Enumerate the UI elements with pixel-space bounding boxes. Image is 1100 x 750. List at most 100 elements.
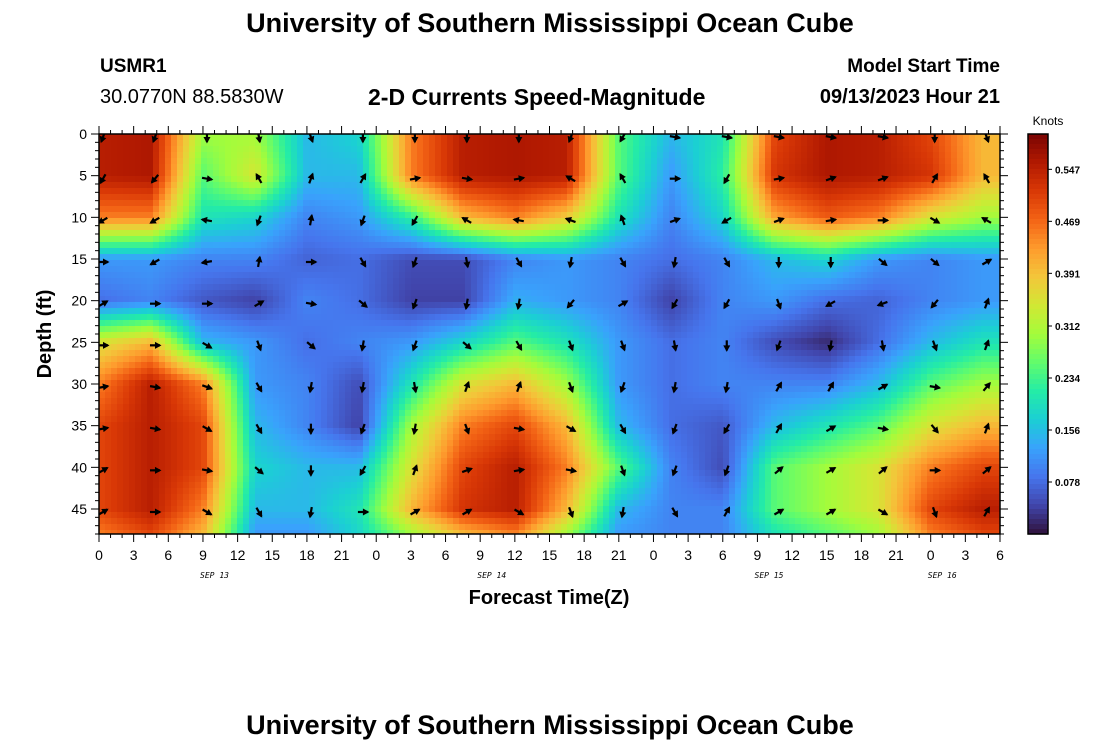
heatmap-cell xyxy=(549,236,556,243)
heatmap-cell xyxy=(843,284,850,291)
heatmap-cell xyxy=(783,212,790,219)
heatmap-cell xyxy=(939,194,946,201)
heatmap-cell xyxy=(729,296,736,303)
heatmap-cell xyxy=(963,278,970,285)
heatmap-cell xyxy=(225,314,232,321)
heatmap-cell xyxy=(177,242,184,249)
heatmap-cell xyxy=(453,272,460,279)
heatmap-cell xyxy=(807,176,814,183)
heatmap-cell xyxy=(939,272,946,279)
heatmap-cell xyxy=(843,200,850,207)
heatmap-cell xyxy=(693,272,700,279)
heatmap-cell xyxy=(777,212,784,219)
heatmap-cell xyxy=(543,248,550,255)
heatmap-cell xyxy=(477,134,484,141)
heatmap-cell xyxy=(435,272,442,279)
heatmap-cell xyxy=(315,320,322,327)
heatmap-cell xyxy=(201,152,208,159)
heatmap-cell xyxy=(915,218,922,225)
heatmap-cell xyxy=(597,134,604,141)
heatmap-cell xyxy=(189,284,196,291)
heatmap-cell xyxy=(465,272,472,279)
heatmap-cell xyxy=(783,230,790,237)
heatmap-cell xyxy=(963,188,970,195)
heatmap-cell xyxy=(939,326,946,333)
heatmap-cell xyxy=(825,152,832,159)
heatmap-cell xyxy=(663,284,670,291)
heatmap-cell xyxy=(585,230,592,237)
heatmap-cell xyxy=(453,182,460,189)
heatmap-cell xyxy=(669,182,676,189)
heatmap-cell xyxy=(435,212,442,219)
heatmap-cell xyxy=(393,314,400,321)
heatmap-cell xyxy=(711,212,718,219)
heatmap-cell xyxy=(435,254,442,261)
heatmap-cell xyxy=(855,170,862,177)
heatmap-cell xyxy=(249,158,256,165)
heatmap-cell xyxy=(225,266,232,273)
heatmap-cell xyxy=(291,320,298,327)
heatmap-cell xyxy=(777,194,784,201)
heatmap-cell xyxy=(201,182,208,189)
heatmap-cell xyxy=(537,236,544,243)
heatmap-cell xyxy=(543,134,550,141)
heatmap-cell xyxy=(501,176,508,183)
heatmap-cell xyxy=(987,146,994,153)
heatmap-cell xyxy=(945,296,952,303)
heatmap-cell xyxy=(765,284,772,291)
heatmap-cell xyxy=(567,290,574,297)
heatmap-cell xyxy=(99,170,106,177)
heatmap-cell xyxy=(675,212,682,219)
heatmap-cell xyxy=(189,158,196,165)
heatmap-cell xyxy=(591,224,598,231)
heatmap-cell xyxy=(405,146,412,153)
heatmap-cell xyxy=(633,236,640,243)
heatmap-cell xyxy=(489,278,496,285)
heatmap-cell xyxy=(213,194,220,201)
heatmap-cell xyxy=(975,326,982,333)
heatmap-cell xyxy=(357,224,364,231)
heatmap-cell xyxy=(981,164,988,171)
heatmap-cell xyxy=(747,308,754,315)
heatmap-cell xyxy=(513,314,520,321)
heatmap-cell xyxy=(411,326,418,333)
heatmap-cell xyxy=(213,308,220,315)
heatmap-cell xyxy=(705,302,712,309)
heatmap-cell xyxy=(621,320,628,327)
heatmap-cell xyxy=(699,254,706,261)
heatmap-cell xyxy=(411,224,418,231)
heatmap-cell xyxy=(951,284,958,291)
heatmap-cell xyxy=(945,236,952,243)
heatmap-cell xyxy=(231,146,238,153)
heatmap-cell xyxy=(519,302,526,309)
heatmap-cell xyxy=(441,248,448,255)
heatmap-cell xyxy=(525,248,532,255)
heatmap-cell xyxy=(477,326,484,333)
heatmap-cell xyxy=(921,176,928,183)
heatmap-cell xyxy=(837,326,844,333)
heatmap-cell xyxy=(507,248,514,255)
heatmap-cell xyxy=(645,152,652,159)
heatmap-cell xyxy=(525,176,532,183)
heatmap-cell xyxy=(339,248,346,255)
heatmap-cell xyxy=(333,272,340,279)
heatmap-cell xyxy=(885,326,892,333)
heatmap-cell xyxy=(285,176,292,183)
heatmap-cell xyxy=(387,254,394,261)
heatmap-cell xyxy=(927,158,934,165)
heatmap-cell xyxy=(681,266,688,273)
heatmap-cell xyxy=(969,164,976,171)
heatmap-cell xyxy=(681,134,688,141)
heatmap-cell xyxy=(219,218,226,225)
heatmap-cell xyxy=(501,140,508,147)
heatmap-cell xyxy=(795,164,802,171)
heatmap-cell xyxy=(927,140,934,147)
heatmap-cell xyxy=(867,248,874,255)
heatmap-cell xyxy=(303,152,310,159)
heatmap-cell xyxy=(621,224,628,231)
heatmap-cell xyxy=(309,170,316,177)
heatmap-cell xyxy=(543,302,550,309)
heatmap-cell xyxy=(591,170,598,177)
heatmap-cell xyxy=(927,212,934,219)
heatmap-cell xyxy=(753,290,760,297)
